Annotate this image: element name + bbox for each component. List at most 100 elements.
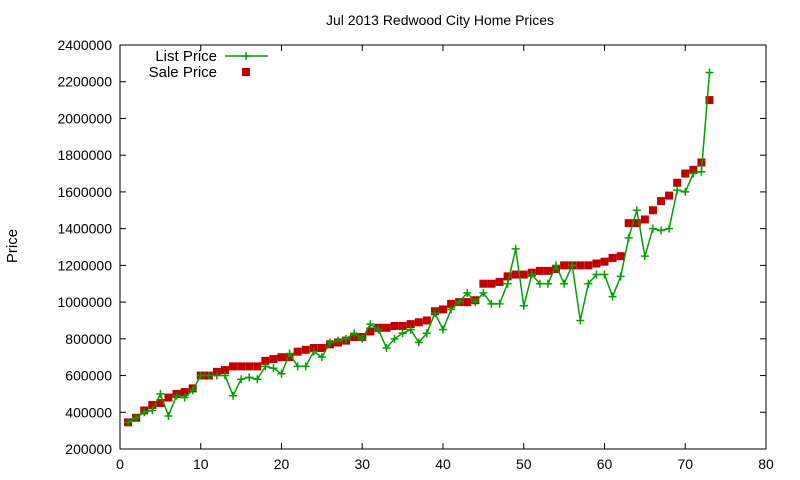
- sale-price-point: [261, 356, 270, 365]
- list-price-point: [632, 206, 641, 215]
- list-price-point: [132, 413, 141, 422]
- sale-price-point: [495, 277, 504, 286]
- list-price-point: [689, 169, 698, 178]
- sale-price-point: [560, 261, 569, 270]
- sale-price-point: [414, 318, 423, 327]
- list-price-point: [648, 224, 657, 233]
- sale-price-point: [301, 345, 310, 354]
- x-tick-label: 80: [758, 456, 774, 472]
- list-price-point: [697, 167, 706, 176]
- legend-marker-list-price: [242, 52, 250, 60]
- legend-swatch-sale-price: [242, 68, 250, 76]
- sale-price-point: [447, 299, 456, 308]
- list-price-point: [245, 373, 254, 382]
- x-axis: 0 10 20 30 40 50 60 70 80: [116, 45, 774, 472]
- list-price-point: [503, 279, 512, 288]
- list-price-point: [543, 279, 552, 288]
- y-tick-label: 400000: [65, 404, 112, 420]
- list-price-point: [657, 226, 666, 235]
- list-price-point: [188, 386, 197, 395]
- list-price-point: [527, 270, 536, 279]
- list-price-point: [148, 406, 157, 415]
- sale-price-point: [220, 366, 229, 375]
- list-price-point: [576, 316, 585, 325]
- list-price-point: [624, 233, 633, 242]
- legend-label-list-price: List Price: [155, 48, 217, 65]
- list-price-point: [439, 325, 447, 334]
- sale-price-point: [398, 321, 407, 330]
- list-price-point: [374, 325, 383, 334]
- sale-price-point: [608, 254, 617, 263]
- sale-price-point: [535, 266, 544, 275]
- list-price-point: [398, 329, 407, 338]
- list-price-point: [592, 270, 601, 279]
- list-price-point: [390, 334, 399, 343]
- list-price-point: [212, 371, 221, 380]
- list-price-point: [325, 338, 334, 347]
- list-price-point: [334, 336, 343, 345]
- list-price-point: [495, 299, 504, 308]
- sale-price-point: [648, 206, 657, 215]
- list-price-point: [342, 334, 351, 343]
- sale-price-point: [511, 270, 520, 279]
- y-tick-label: 1200000: [57, 257, 112, 273]
- sale-price-point: [705, 96, 714, 105]
- sale-price-point: [519, 270, 528, 279]
- list-price-point: [317, 353, 326, 362]
- sale-price-point: [624, 219, 633, 228]
- sale-price-point: [253, 362, 262, 371]
- y-axis-label: Price: [4, 229, 21, 263]
- y-tick-label: 2200000: [57, 74, 112, 90]
- list-price-point: [406, 325, 415, 334]
- sale-price-point: [463, 298, 472, 307]
- list-price-point: [511, 244, 520, 253]
- list-price-point: [673, 186, 682, 195]
- y-tick-label: 1400000: [57, 221, 112, 237]
- x-tick-label: 50: [516, 456, 532, 472]
- x-tick-label: 10: [193, 456, 209, 472]
- list-price-point: [681, 187, 690, 196]
- list-price-point: [156, 389, 165, 398]
- list-price-point: [463, 288, 472, 297]
- list-price-point: [261, 362, 270, 371]
- sale-price-point: [148, 400, 157, 409]
- sale-price-point: [616, 252, 625, 261]
- list-price-point: [172, 391, 181, 400]
- list-price-point: [535, 279, 544, 288]
- list-price-point: [422, 329, 431, 338]
- x-tick-label: 60: [597, 456, 613, 472]
- list-price-point: [600, 270, 609, 279]
- list-price-point: [140, 408, 149, 417]
- list-price-point: [277, 369, 286, 378]
- list-price-point: [519, 301, 528, 310]
- x-tick-label: 20: [274, 456, 290, 472]
- sale-price-point: [164, 393, 173, 402]
- list-price-point: [124, 418, 133, 427]
- series-list-price: [124, 68, 714, 427]
- sale-price-point: [665, 191, 674, 200]
- sale-price-point: [681, 169, 690, 178]
- list-price-point: [220, 371, 229, 380]
- list-price-point: [568, 261, 577, 270]
- sale-price-point: [503, 272, 512, 281]
- x-tick-label: 40: [435, 456, 451, 472]
- list-price-point: [366, 320, 375, 329]
- list-price-point: [204, 371, 213, 380]
- list-price-point: [253, 375, 262, 384]
- list-price-point: [608, 292, 617, 301]
- plot-frame: [119, 44, 767, 450]
- list-price-point: [471, 298, 480, 307]
- sale-price-point: [439, 305, 447, 314]
- sale-price-point: [479, 279, 488, 288]
- sale-price-point: [269, 355, 278, 364]
- list-price-point: [414, 338, 423, 347]
- y-tick-label: 2000000: [57, 110, 112, 126]
- sale-price-point: [382, 323, 391, 332]
- list-price-point: [487, 299, 496, 308]
- list-price-point: [358, 334, 367, 343]
- list-price-point: [309, 347, 318, 356]
- sale-price-point: [245, 362, 254, 371]
- sale-price-point: [673, 178, 682, 187]
- list-price-point: [479, 288, 488, 297]
